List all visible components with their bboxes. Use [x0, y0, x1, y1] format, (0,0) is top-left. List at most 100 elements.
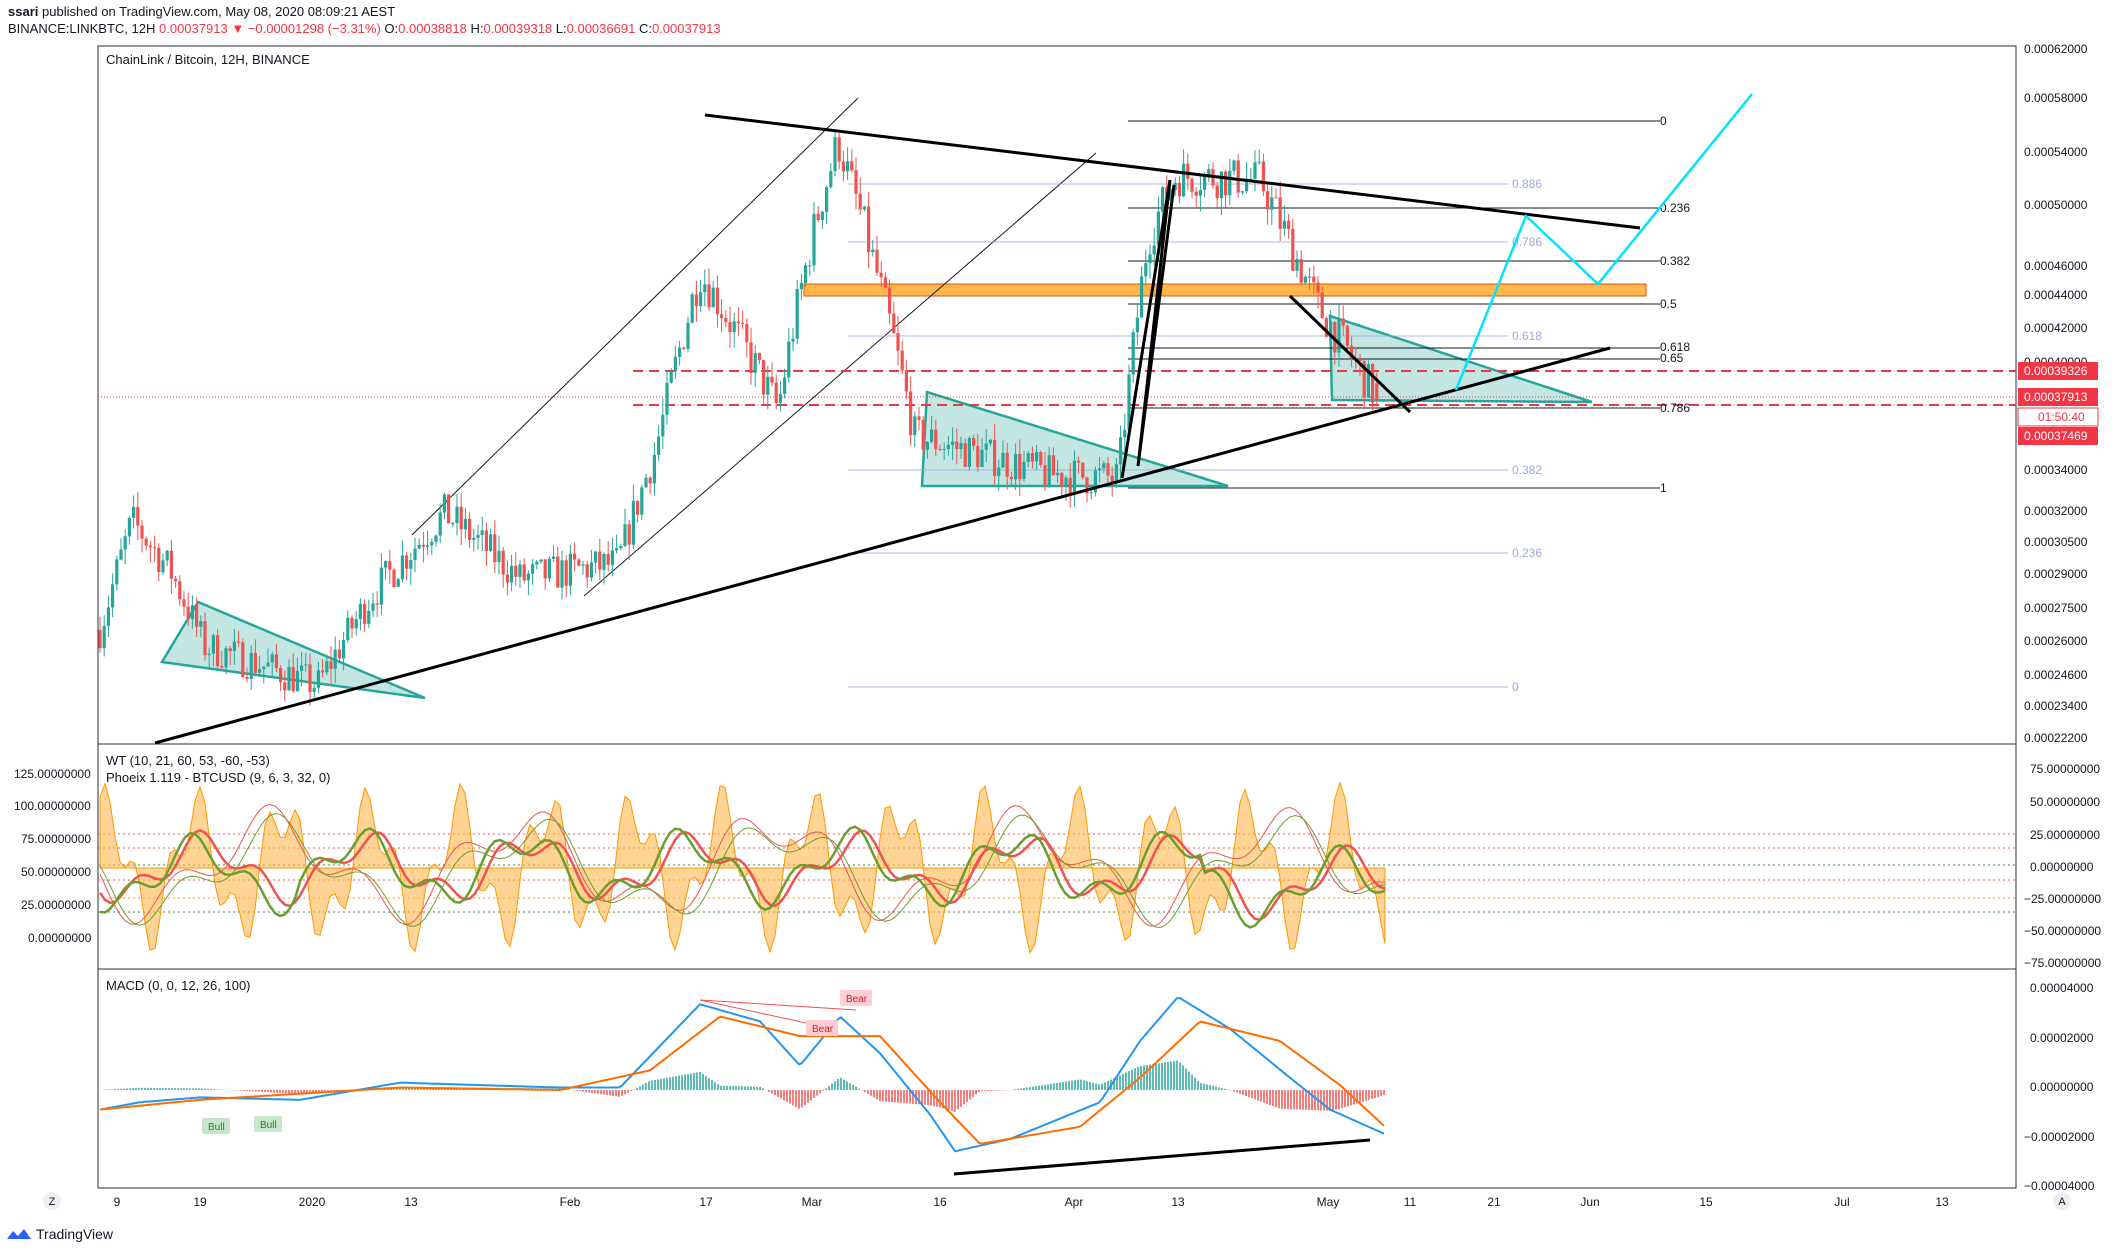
- macd-histogram-bar: [702, 1074, 704, 1090]
- macd-histogram-bar: [1125, 1072, 1127, 1090]
- macd-histogram-bar: [645, 1082, 647, 1090]
- macd-histogram-bar: [900, 1090, 902, 1103]
- candle-body: [627, 524, 631, 545]
- candle-body: [430, 541, 434, 546]
- macd-histogram-bar: [576, 1090, 578, 1091]
- axis-corner-buttons[interactable]: Z A: [43, 1192, 2071, 1210]
- macd-histogram-bar: [828, 1086, 830, 1090]
- candle-body: [220, 665, 224, 668]
- candle-body: [1072, 460, 1076, 496]
- candle-body: [560, 560, 564, 588]
- candle-body: [1303, 276, 1307, 283]
- macd-histogram-bar: [726, 1085, 728, 1090]
- candle-body: [329, 661, 333, 669]
- macd-histogram-bar: [1038, 1085, 1040, 1090]
- macd-histogram-bar: [1248, 1090, 1250, 1098]
- candle-body: [140, 525, 144, 539]
- candle-body: [623, 524, 627, 547]
- macd-histogram-bar: [978, 1090, 980, 1092]
- candle-body: [904, 370, 908, 392]
- macd-histogram-bar: [309, 1090, 311, 1094]
- candle-body: [1085, 477, 1089, 494]
- candle-body: [661, 414, 665, 437]
- candle-body: [694, 294, 698, 307]
- candle-body: [820, 211, 824, 221]
- macd-histogram-bar: [1056, 1082, 1058, 1090]
- candle-body: [602, 554, 606, 570]
- candle-body: [115, 559, 119, 585]
- candle-body: [1362, 360, 1366, 398]
- candle-body: [921, 419, 925, 450]
- macd-histogram-bar: [972, 1090, 974, 1097]
- candle-body: [909, 391, 913, 435]
- macd-histogram-bar: [1365, 1090, 1367, 1101]
- macd-histogram-bar: [996, 1090, 998, 1091]
- macd-histogram-bar: [1113, 1078, 1115, 1090]
- macd-histogram-bar: [657, 1079, 659, 1090]
- candle-body: [190, 605, 194, 620]
- macd-histogram-bar: [816, 1090, 818, 1096]
- fib-left-0786: 0.786: [1512, 235, 1542, 249]
- candle-body: [211, 635, 215, 654]
- macd-histogram-bar: [255, 1090, 257, 1092]
- candle-body: [123, 536, 127, 550]
- candle-body: [405, 555, 409, 569]
- candle-body: [913, 416, 917, 435]
- macd-histogram-bar: [774, 1090, 776, 1096]
- macd-histogram-bar: [876, 1090, 878, 1100]
- candle-body: [657, 436, 661, 455]
- macd-histogram-bar: [906, 1090, 908, 1104]
- svg-text:16: 16: [933, 1195, 947, 1209]
- candle-body: [573, 553, 577, 560]
- macd-histogram-bar: [990, 1090, 992, 1091]
- svg-text:2020: 2020: [299, 1195, 326, 1209]
- candle-body: [1232, 160, 1236, 171]
- candle-body: [1051, 455, 1055, 476]
- macd-histogram-bar: [1371, 1090, 1373, 1099]
- candle-body: [468, 518, 472, 540]
- macd-histogram-bar: [1122, 1073, 1124, 1090]
- macd-histogram-bar: [756, 1086, 758, 1090]
- macd-histogram-bar: [735, 1086, 737, 1090]
- macd-histogram-bar: [789, 1090, 791, 1104]
- macd-histogram-bar: [1302, 1090, 1304, 1110]
- fib-left-0: 0: [1512, 680, 1519, 694]
- macd-histogram-bar: [648, 1081, 650, 1090]
- macd-axis: 0.00004000 0.00002000 0.00000000 −0.0000…: [2024, 981, 2095, 1193]
- macd-histogram-bar: [1197, 1080, 1199, 1090]
- svg-text:0.00042000: 0.00042000: [2024, 321, 2088, 335]
- macd-histogram-bar: [717, 1084, 719, 1090]
- macd-histogram-bar: [153, 1087, 155, 1090]
- macd-histogram-bar: [1377, 1090, 1379, 1097]
- candle-body: [1026, 453, 1030, 462]
- macd-histogram-bar: [810, 1090, 812, 1101]
- macd-histogram-bar: [819, 1090, 821, 1094]
- candle-body: [925, 441, 929, 450]
- candle-body: [392, 569, 396, 587]
- candle-body: [1161, 187, 1165, 212]
- price-tags: 0.00039326 0.00037913 01:50:40 0.0003746…: [2017, 362, 2099, 445]
- macd-histogram-bar: [987, 1090, 989, 1091]
- macd-histogram-bar: [1014, 1089, 1016, 1090]
- candle-body: [1190, 178, 1194, 192]
- candle-body: [547, 559, 551, 579]
- macd-histogram-bar: [621, 1090, 623, 1096]
- phoenix-title: Phoeix 1.119 - BTCUSD (9, 6, 3, 32, 0): [106, 770, 330, 785]
- macd-histogram-bar: [1146, 1064, 1148, 1090]
- candle-body: [778, 394, 782, 403]
- macd-histogram-bar: [693, 1073, 695, 1090]
- svg-text:0.00000000: 0.00000000: [2030, 860, 2094, 874]
- chart-frame: [97, 45, 2017, 1189]
- candle-body: [325, 661, 329, 673]
- macd-histogram-bar: [612, 1090, 614, 1096]
- macd-histogram-bar: [927, 1090, 929, 1106]
- macd-histogram-bar: [603, 1090, 605, 1095]
- macd-histogram-bar: [1332, 1090, 1334, 1111]
- macd-histogram-bar: [687, 1074, 689, 1090]
- macd-histogram-bar: [1065, 1081, 1067, 1090]
- macd-histogram-bar: [798, 1090, 800, 1109]
- macd-histogram-bar: [1314, 1090, 1316, 1111]
- candle-body: [409, 560, 413, 569]
- candle-body: [690, 294, 694, 323]
